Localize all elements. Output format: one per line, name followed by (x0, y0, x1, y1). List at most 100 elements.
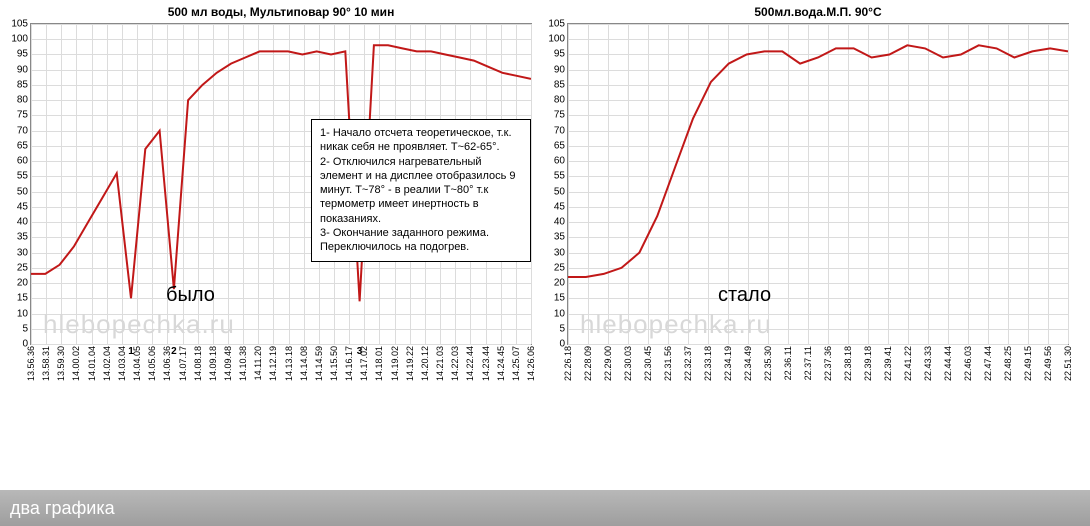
gridline-h (568, 253, 1068, 254)
chart-right-title: 500мл.вода.М.П. 90°С (567, 5, 1069, 19)
x-tick-group: 13.56.3613.58.3113.59.3014.00.0214.01.04… (31, 344, 531, 414)
y-tick-label: 100 (548, 34, 568, 45)
annotation-box: 1- Начало отсчета теоретическое, т.к. ни… (311, 119, 531, 262)
x-tick-label: 14.20.12 (420, 346, 430, 381)
gridline-v (688, 24, 689, 344)
x-tick-label: 22.43.33 (923, 346, 933, 381)
gridline-v (608, 24, 609, 344)
x-tick-label: 14.25.07 (511, 346, 521, 381)
y-tick-label: 65 (554, 140, 568, 151)
x-tick-label: 13.59.30 (56, 346, 66, 381)
x-tick-label: 13.58.31 (41, 346, 51, 381)
y-tick-label: 40 (554, 217, 568, 228)
overlay-label: было (166, 284, 215, 307)
x-tick-label: 22.39.18 (863, 346, 873, 381)
gridline-v (137, 24, 138, 344)
gridline-h (568, 24, 1068, 25)
y-tick-label: 95 (17, 49, 31, 60)
y-tick-label: 65 (17, 140, 31, 151)
x-tick-label: 14.22.44 (465, 346, 475, 381)
x-tick-label: 14.10.38 (238, 346, 248, 381)
x-tick-label: 14.12.19 (268, 346, 278, 381)
x-tick-label: 22.48.25 (1003, 346, 1013, 381)
gridline-h (568, 237, 1068, 238)
gridline-v (788, 24, 789, 344)
x-tick-label: 22.41.22 (903, 346, 913, 381)
chart-left: 500 мл воды, Мультиповар 90° 10 мин 0510… (30, 5, 532, 345)
gridline-v (92, 24, 93, 344)
x-tick-label: 13.56.36 (26, 346, 36, 381)
y-tick-label: 95 (554, 49, 568, 60)
y-tick-label: 15 (554, 293, 568, 304)
gridline-h (568, 54, 1068, 55)
gridline-h (568, 329, 1068, 330)
y-tick-label: 55 (17, 171, 31, 182)
gridline-v (908, 24, 909, 344)
y-tick-label: 35 (17, 232, 31, 243)
x-tick-label: 14.19.02 (390, 346, 400, 381)
gridline-v (152, 24, 153, 344)
gridline-h (568, 207, 1068, 208)
y-tick-label: 10 (554, 308, 568, 319)
marker-label: 3 (357, 346, 363, 357)
y-tick-label: 15 (17, 293, 31, 304)
chart-left-title: 500 мл воды, Мультиповар 90° 10 мин (30, 5, 532, 19)
y-tick-label: 90 (17, 64, 31, 75)
x-tick-label: 14.26.06 (526, 346, 536, 381)
gridline-v (948, 24, 949, 344)
y-tick-label: 85 (17, 79, 31, 90)
gridline-h (568, 131, 1068, 132)
x-tick-label: 22.36.11 (783, 346, 793, 380)
x-tick-label: 22.51.30 (1063, 346, 1073, 381)
series-line (568, 24, 1068, 344)
y-tick-label: 105 (11, 19, 31, 30)
gridline-h (568, 192, 1068, 193)
x-tick-label: 14.14.59 (314, 346, 324, 381)
y-tick-label: 45 (554, 201, 568, 212)
annotation-line: 3- Окончание заданного режима. Переключи… (320, 226, 522, 255)
gridline-h (568, 161, 1068, 162)
caption-bar: два графика (0, 490, 1090, 526)
y-tick-label: 25 (554, 262, 568, 273)
x-tick-label: 22.26.18 (563, 346, 573, 381)
gridline-h (568, 146, 1068, 147)
gridline-v (988, 24, 989, 344)
caption-text: два графика (10, 498, 115, 519)
gridline-v (828, 24, 829, 344)
gridline-v (107, 24, 108, 344)
x-tick-label: 22.46.03 (963, 346, 973, 381)
gridline-v (668, 24, 669, 344)
y-tick-label: 50 (17, 186, 31, 197)
y-tick-label: 85 (554, 79, 568, 90)
x-tick-label: 22.39.41 (883, 346, 893, 381)
x-tick-label: 14.11.20 (253, 346, 263, 380)
y-tick-label: 30 (17, 247, 31, 258)
y-tick-label: 100 (11, 34, 31, 45)
gridline-v (243, 24, 244, 344)
x-tick-label: 22.29.00 (603, 346, 613, 381)
gridline-h (568, 298, 1068, 299)
y-tick-label: 40 (17, 217, 31, 228)
gridline-h (568, 85, 1068, 86)
chart-right: 500мл.вода.М.П. 90°С 0510152025303540455… (567, 5, 1069, 345)
x-tick-label: 22.49.56 (1043, 346, 1053, 381)
x-tick-label: 22.32.37 (683, 346, 693, 381)
x-tick-label: 14.09.18 (208, 346, 218, 381)
gridline-v (61, 24, 62, 344)
gridline-v (228, 24, 229, 344)
x-tick-label: 14.23.44 (481, 346, 491, 381)
y-tick-label: 20 (554, 278, 568, 289)
y-tick-label: 35 (554, 232, 568, 243)
y-tick-label: 75 (17, 110, 31, 121)
x-tick-label: 22.30.45 (643, 346, 653, 381)
gridline-h (568, 115, 1068, 116)
y-tick-label: 20 (17, 278, 31, 289)
x-tick-label: 22.33.18 (703, 346, 713, 381)
gridline-v (848, 24, 849, 344)
gridline-h (568, 283, 1068, 284)
y-tick-label: 5 (22, 323, 31, 334)
x-tick-label: 22.30.03 (623, 346, 633, 381)
y-tick-label: 60 (554, 156, 568, 167)
gridline-h (568, 176, 1068, 177)
gridline-v (1008, 24, 1009, 344)
